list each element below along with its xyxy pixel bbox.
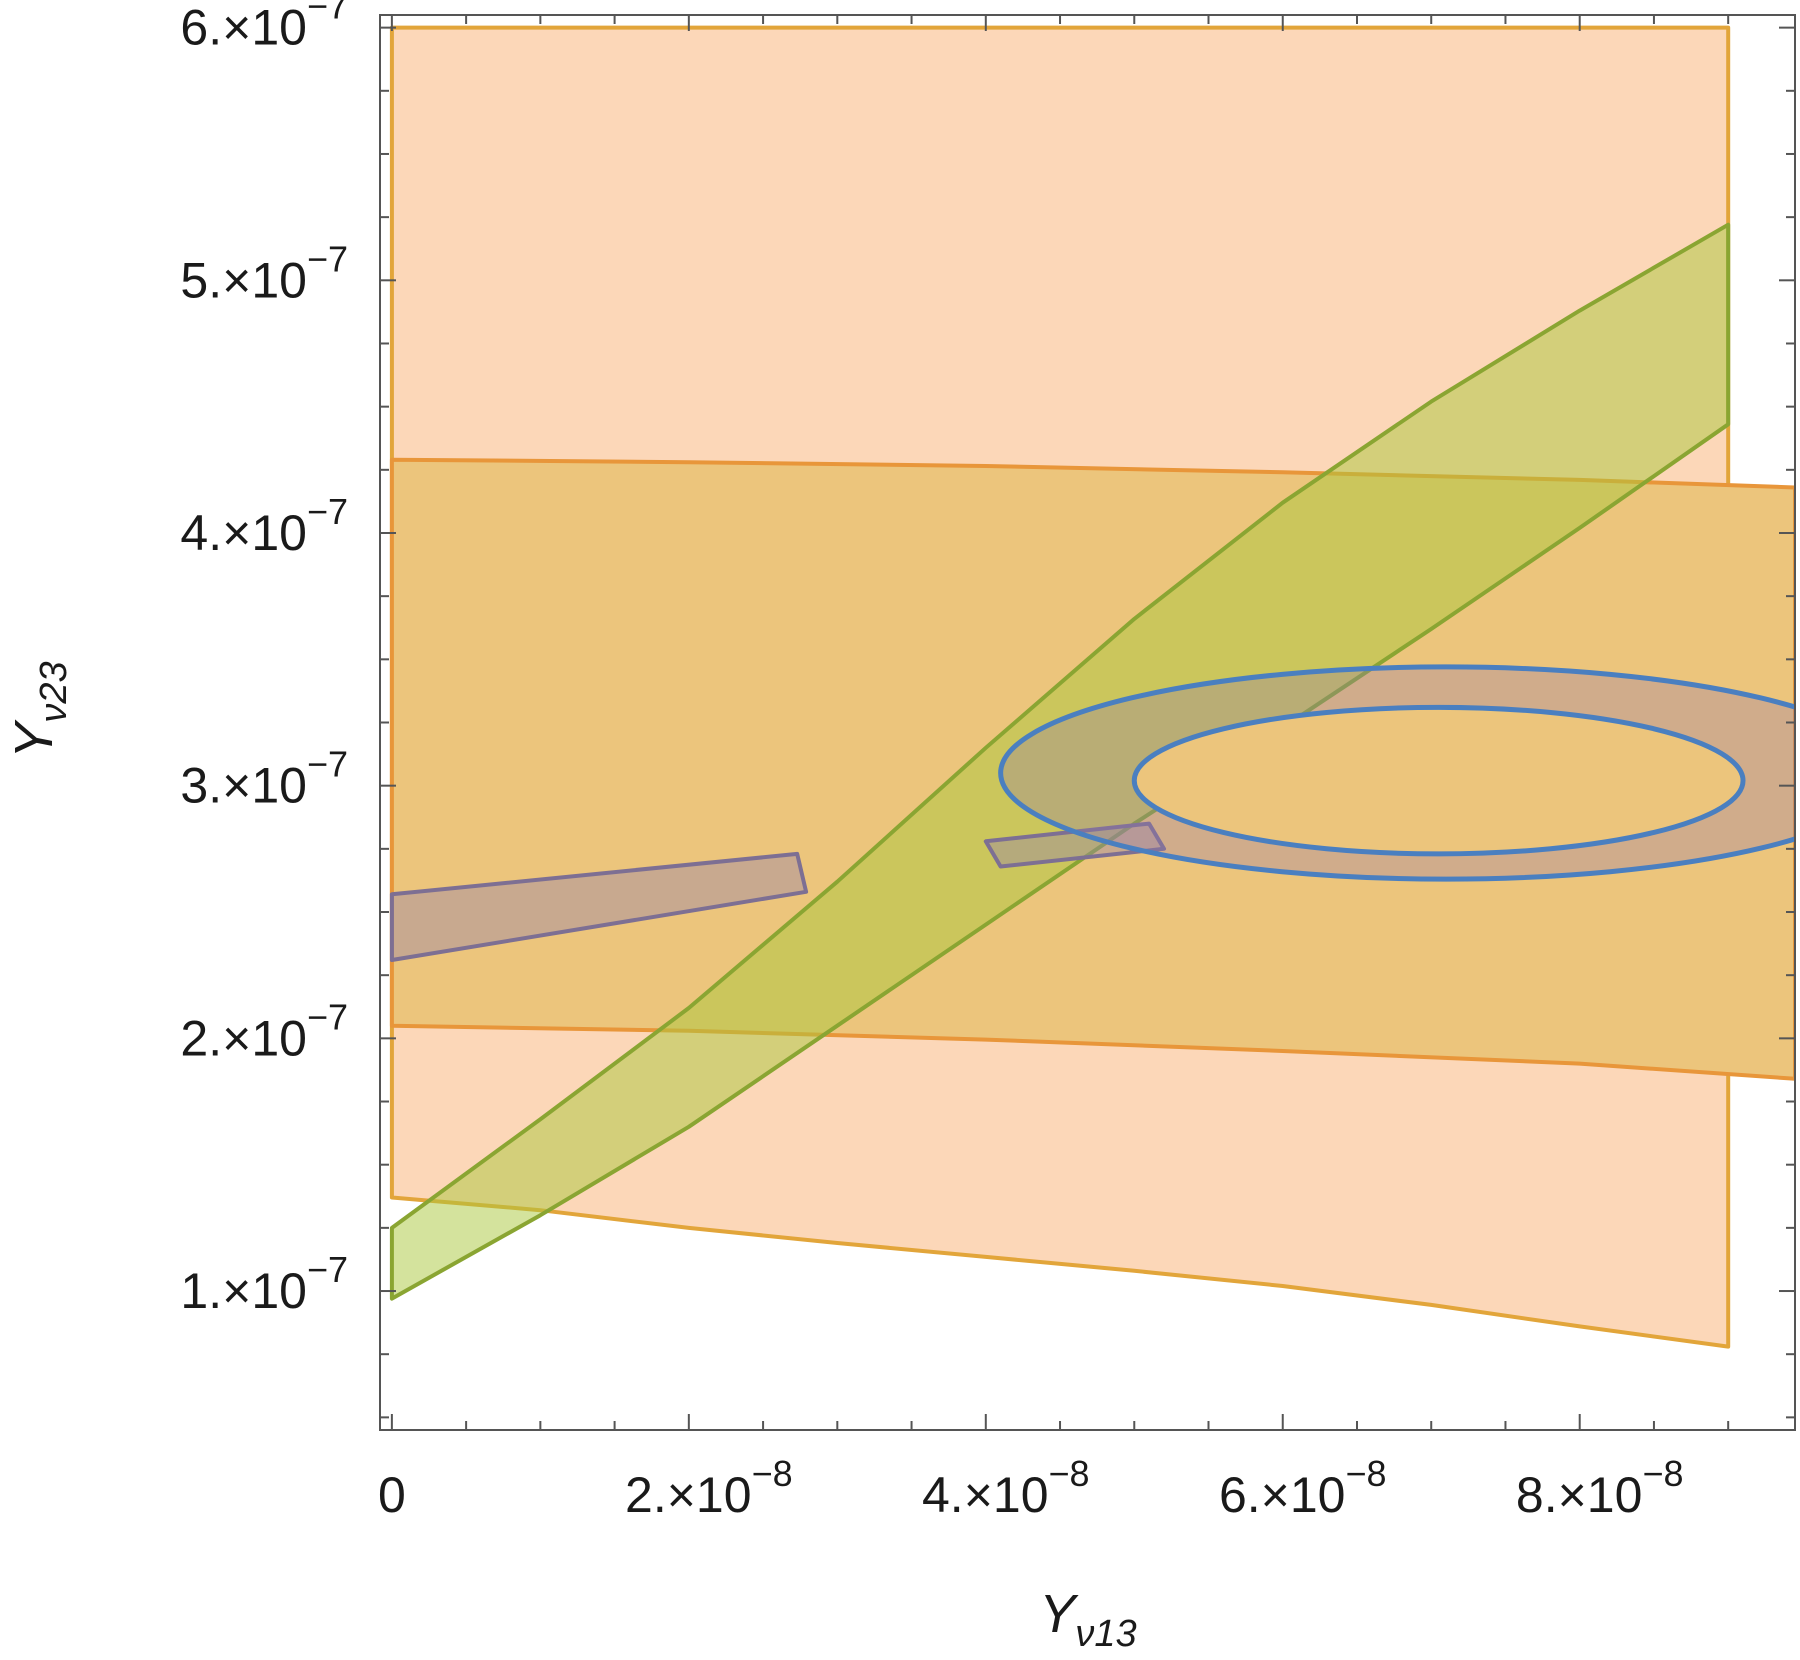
y-tick-label: 6.×10−7 bbox=[180, 0, 348, 56]
inner-blue-ellipse bbox=[1131, 704, 1746, 857]
x-axis-title: Yν13 bbox=[1039, 1584, 1136, 1655]
purple-strip-center bbox=[983, 821, 1166, 869]
y-tick-label: 1.×10−7 bbox=[180, 1249, 348, 1319]
x-tick-label: 4.×10−8 bbox=[922, 1453, 1090, 1523]
x-tick-label: 0 bbox=[378, 1467, 406, 1523]
y-tick-label: 2.×10−7 bbox=[180, 996, 348, 1066]
y-axis-title: Yν23 bbox=[4, 661, 75, 758]
purple-strip-left bbox=[389, 851, 809, 962]
y-tick-label: 4.×10−7 bbox=[180, 491, 348, 561]
y-tick-label: 5.×10−7 bbox=[180, 238, 348, 308]
green-band bbox=[389, 222, 1731, 1301]
x-tick-label: 8.×10−8 bbox=[1516, 1453, 1684, 1523]
y-tick-label: 3.×10−7 bbox=[180, 744, 348, 814]
x-tick-label: 2.×10−8 bbox=[625, 1453, 793, 1523]
x-tick-label: 6.×10−8 bbox=[1219, 1453, 1387, 1523]
plot-area bbox=[389, 25, 1795, 1349]
